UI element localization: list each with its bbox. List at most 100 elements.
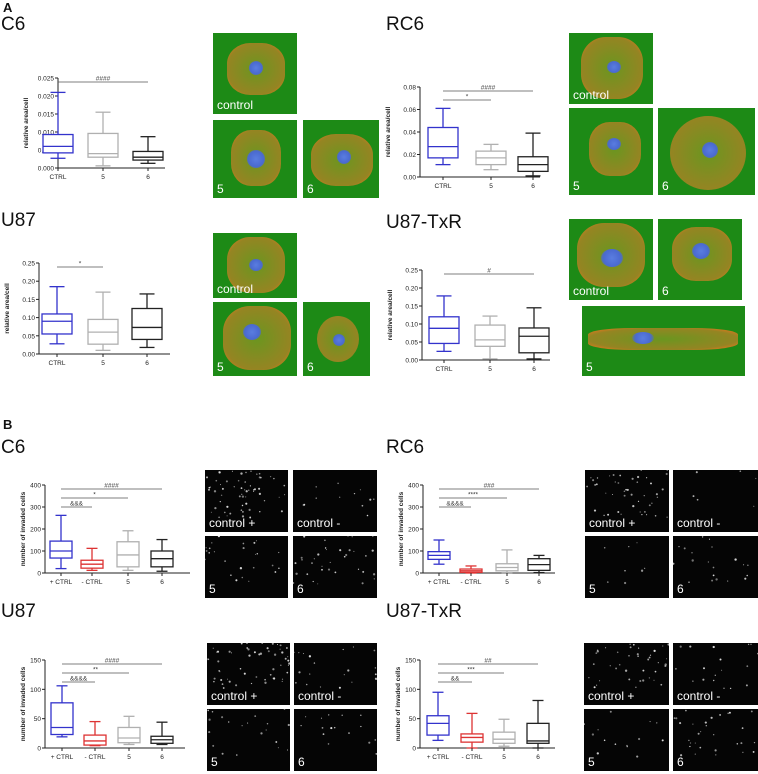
image-label: 6 <box>307 360 314 374</box>
box-ctrl <box>427 539 451 565</box>
image-b-c6-control-plus: control + <box>205 470 288 532</box>
svg-text:5: 5 <box>505 579 509 586</box>
chart-a-u87: 0.00 0.05 0.10 0.15 0.20 0.25 relative area/ce… <box>4 261 170 367</box>
svg-text:0.02: 0.02 <box>403 152 416 159</box>
svg-text:0.05: 0.05 <box>405 340 418 347</box>
image-b-u87-5: 5 <box>207 709 290 771</box>
image-b-u87-control-plus: control + <box>207 643 290 705</box>
box-5 <box>116 530 140 572</box>
box-5 <box>475 143 507 171</box>
svg-text:100: 100 <box>405 687 416 694</box>
image-b-u87-control-minus: control - <box>294 643 377 705</box>
svg-text:6: 6 <box>160 754 164 761</box>
image-label: control <box>217 282 254 296</box>
svg-text:0.00: 0.00 <box>22 352 35 359</box>
box-6 <box>132 136 164 164</box>
image-a-c6-5: 5 <box>213 120 297 198</box>
image-label: 6 <box>677 755 684 769</box>
box-ctrl <box>83 720 107 747</box>
svg-text:6: 6 <box>537 579 541 586</box>
image-b-u87txr-control-plus: control + <box>584 643 669 705</box>
box-5 <box>87 291 119 352</box>
svg-text:100: 100 <box>408 549 419 556</box>
image-b-rc6-control-plus: control + <box>585 470 669 532</box>
svg-text:0.25: 0.25 <box>22 261 35 268</box>
svg-text:relative area/cell: relative area/cell <box>23 98 30 149</box>
image-a-u87txr-5: 5 <box>582 306 745 376</box>
svg-text:6: 6 <box>146 174 150 180</box>
svg-text:100: 100 <box>30 549 41 556</box>
image-label: 6 <box>298 755 305 769</box>
box-5 <box>117 715 141 746</box>
svg-text:CTRL: CTRL <box>49 360 66 367</box>
image-label: 5 <box>209 582 216 596</box>
svg-text:0.010: 0.010 <box>38 130 55 137</box>
image-b-u87txr-6: 6 <box>673 709 758 771</box>
image-label: control <box>573 284 610 298</box>
svg-text:0.08: 0.08 <box>403 85 416 92</box>
svg-text:+ CTRL: + CTRL <box>428 579 451 586</box>
image-label: 5 <box>588 755 595 769</box>
svg-text:##: ## <box>484 658 492 665</box>
image-b-rc6-control-minus: control - <box>673 470 758 532</box>
svg-text:0.06: 0.06 <box>403 107 416 114</box>
svg-text:0.05: 0.05 <box>22 333 35 340</box>
image-b-c6-6: 6 <box>293 536 377 598</box>
image-a-u87-control: control <box>213 233 297 298</box>
svg-text:####: #### <box>105 658 120 665</box>
image-label: 5 <box>589 582 596 596</box>
svg-text:0.020: 0.020 <box>38 94 55 101</box>
svg-text:200: 200 <box>408 527 419 534</box>
box-6 <box>150 538 174 572</box>
svg-text:50: 50 <box>34 716 42 723</box>
image-a-u87-6: 6 <box>303 302 370 376</box>
svg-text:&&&&: &&&& <box>446 501 464 508</box>
svg-text:#: # <box>487 268 491 275</box>
image-b-c6-control-minus: control - <box>293 470 377 532</box>
svg-text:*: * <box>93 492 96 499</box>
box-6 <box>131 293 163 349</box>
svg-text:relative area/cell: relative area/cell <box>4 283 11 334</box>
svg-text:5: 5 <box>488 366 492 373</box>
svg-text:6: 6 <box>145 360 149 367</box>
section-label-b: B <box>3 417 13 432</box>
svg-text:400: 400 <box>408 483 419 490</box>
svg-text:0.000: 0.000 <box>38 166 55 173</box>
image-label: control + <box>209 516 256 530</box>
image-label: 6 <box>662 179 669 193</box>
image-label: control + <box>211 689 258 703</box>
svg-text:CTRL: CTRL <box>50 174 67 180</box>
image-label: 6 <box>307 182 314 196</box>
svg-text:0.15: 0.15 <box>405 304 418 311</box>
svg-text:- CTRL: - CTRL <box>461 579 482 586</box>
svg-text:number of invaded cells: number of invaded cells <box>395 666 402 741</box>
image-label: control + <box>588 689 635 703</box>
svg-text:0.10: 0.10 <box>22 315 35 322</box>
svg-text:5: 5 <box>127 754 131 761</box>
svg-text:6: 6 <box>531 183 535 190</box>
title-b-rc6: RC6 <box>386 437 425 458</box>
svg-text:###: ### <box>484 483 495 490</box>
box-5 <box>492 718 516 747</box>
svg-text:0.00: 0.00 <box>405 358 418 365</box>
section-label-a: A <box>3 0 13 15</box>
title-a-u87txr: U87-TxR <box>386 212 463 233</box>
svg-text:100: 100 <box>30 687 41 694</box>
box-ctrl <box>426 691 450 742</box>
image-label: control - <box>297 516 341 530</box>
box-6 <box>150 721 174 746</box>
svg-text:number of invaded cells: number of invaded cells <box>20 491 27 566</box>
image-label: 6 <box>677 582 684 596</box>
chart-a-rc6: 0.00 0.02 0.04 0.06 0.08 relative area/cell CT… <box>385 85 549 190</box>
svg-text:relative area/cell: relative area/cell <box>387 290 394 341</box>
image-label: 6 <box>662 284 669 298</box>
svg-text:0.20: 0.20 <box>405 286 418 293</box>
box-5 <box>495 549 519 574</box>
box-ctrl <box>459 565 483 574</box>
svg-text:*: * <box>79 261 82 268</box>
box-5 <box>87 111 119 167</box>
image-label: control <box>573 88 610 102</box>
image-label: 5 <box>217 360 224 374</box>
